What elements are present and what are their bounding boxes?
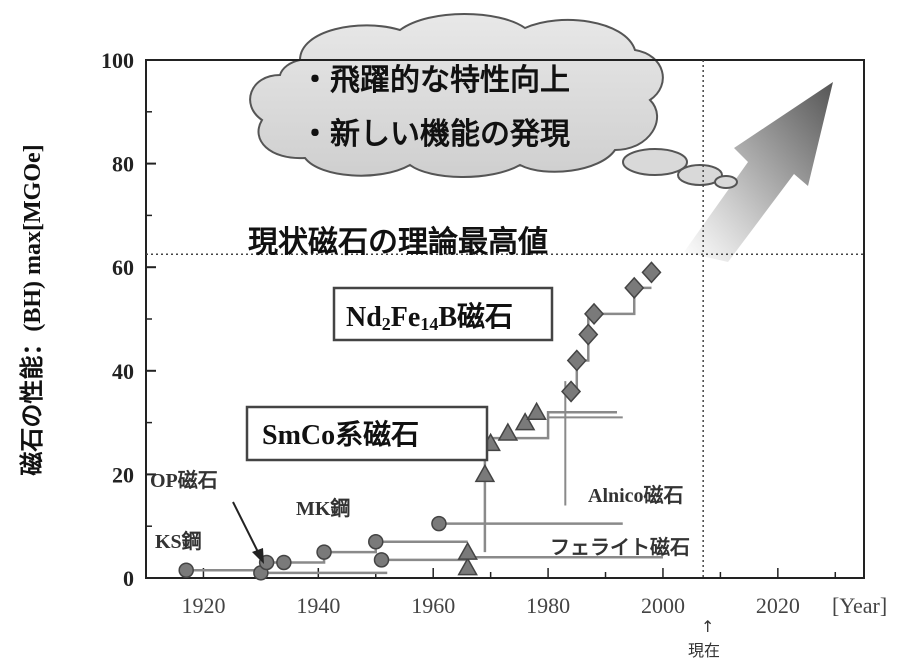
diamond-marker [561, 380, 582, 403]
step-line [266, 540, 468, 564]
plot-frame: 0 20 40 60 80 100 1920 1940 1960 1980 2000 2020 [101, 48, 865, 618]
theoretical-max-label: 現状磁石の理論最高値 [248, 225, 548, 260]
op-pointer-arrowhead [252, 548, 264, 564]
y-axis-ticks: 0 20 40 60 80 100 [101, 48, 156, 591]
diamond-marker [566, 349, 587, 372]
step-line [186, 568, 388, 575]
x-axis-unit: [Year] [832, 593, 887, 618]
smco-label: SmCo系磁石 [262, 419, 419, 451]
circle-marker [316, 544, 332, 560]
triangle-marker [497, 422, 519, 441]
y-axis-title: 磁石の性能：(BH) max[MGOe] [18, 144, 46, 475]
ndfeb-box-border [332, 286, 554, 342]
cloud-puff-large [622, 148, 688, 176]
y-tick-label: 0 [123, 566, 134, 591]
label-mk-steel: MK鋼 [296, 496, 350, 520]
smco-box: SmCo系磁石 [245, 405, 489, 462]
x-tick-label: 1940 [296, 593, 340, 618]
x-tick-label: 1980 [526, 593, 570, 618]
circle-marker [276, 554, 292, 571]
data-markers [178, 261, 662, 581]
y-tick-label: 40 [112, 359, 134, 384]
y-tick-label: 80 [112, 152, 134, 177]
circle-marker [431, 515, 447, 532]
x-tick-label: 1960 [411, 593, 455, 618]
triangle-marker [526, 401, 547, 420]
triangle-marker [457, 541, 478, 560]
cloud-puff-small [714, 175, 738, 189]
label-op-magnet: OP磁石 [150, 468, 218, 492]
y-tick-label: 100 [101, 48, 134, 73]
smco-box-border [245, 405, 489, 462]
diamond-marker [584, 302, 605, 325]
cloud-line-1: ・飛躍的な特性向上 [300, 63, 570, 98]
label-ks-steel: KS鋼 [155, 529, 202, 553]
y-tick-label: 60 [112, 255, 134, 280]
diamond-marker [641, 261, 662, 284]
circle-marker [178, 562, 194, 578]
cloud-puff-medium [677, 164, 723, 186]
diamond-marker [624, 276, 645, 300]
triangle-marker [514, 412, 536, 431]
triangle-marker [474, 463, 496, 483]
x-tick-label: 2020 [756, 593, 800, 618]
diamond-marker [578, 323, 599, 346]
y-tick-label: 20 [112, 462, 134, 487]
x-tick-label: 1920 [181, 593, 225, 618]
growth-arrow [684, 82, 833, 262]
ndfeb-box: Nd2Fe14B磁石 [332, 286, 554, 342]
x-axis-ticks: 1920 1940 1960 1980 2000 2020 [181, 568, 837, 618]
label-ferrite: フェライト磁石 [550, 535, 690, 559]
label-alnico: Alnico磁石 [588, 483, 684, 507]
triangle-marker [457, 557, 478, 576]
op-pointer-line [232, 501, 259, 553]
current-arrow: ↑ [701, 617, 714, 636]
cloud-shape [249, 13, 664, 178]
cloud-line-2: ・新しい機能の発現 [300, 117, 570, 152]
x-tick-label: 2000 [641, 593, 685, 618]
current-label: 現在 [688, 641, 720, 660]
circle-marker [368, 533, 384, 550]
alnico-cross [548, 381, 623, 506]
thought-cloud: ・飛躍的な特性向上 ・新しい機能の発現 [249, 13, 738, 189]
circle-marker [373, 552, 390, 568]
growth-arrow-shape [684, 82, 833, 262]
ndfeb-label: Nd2Fe14B磁石 [346, 301, 513, 334]
